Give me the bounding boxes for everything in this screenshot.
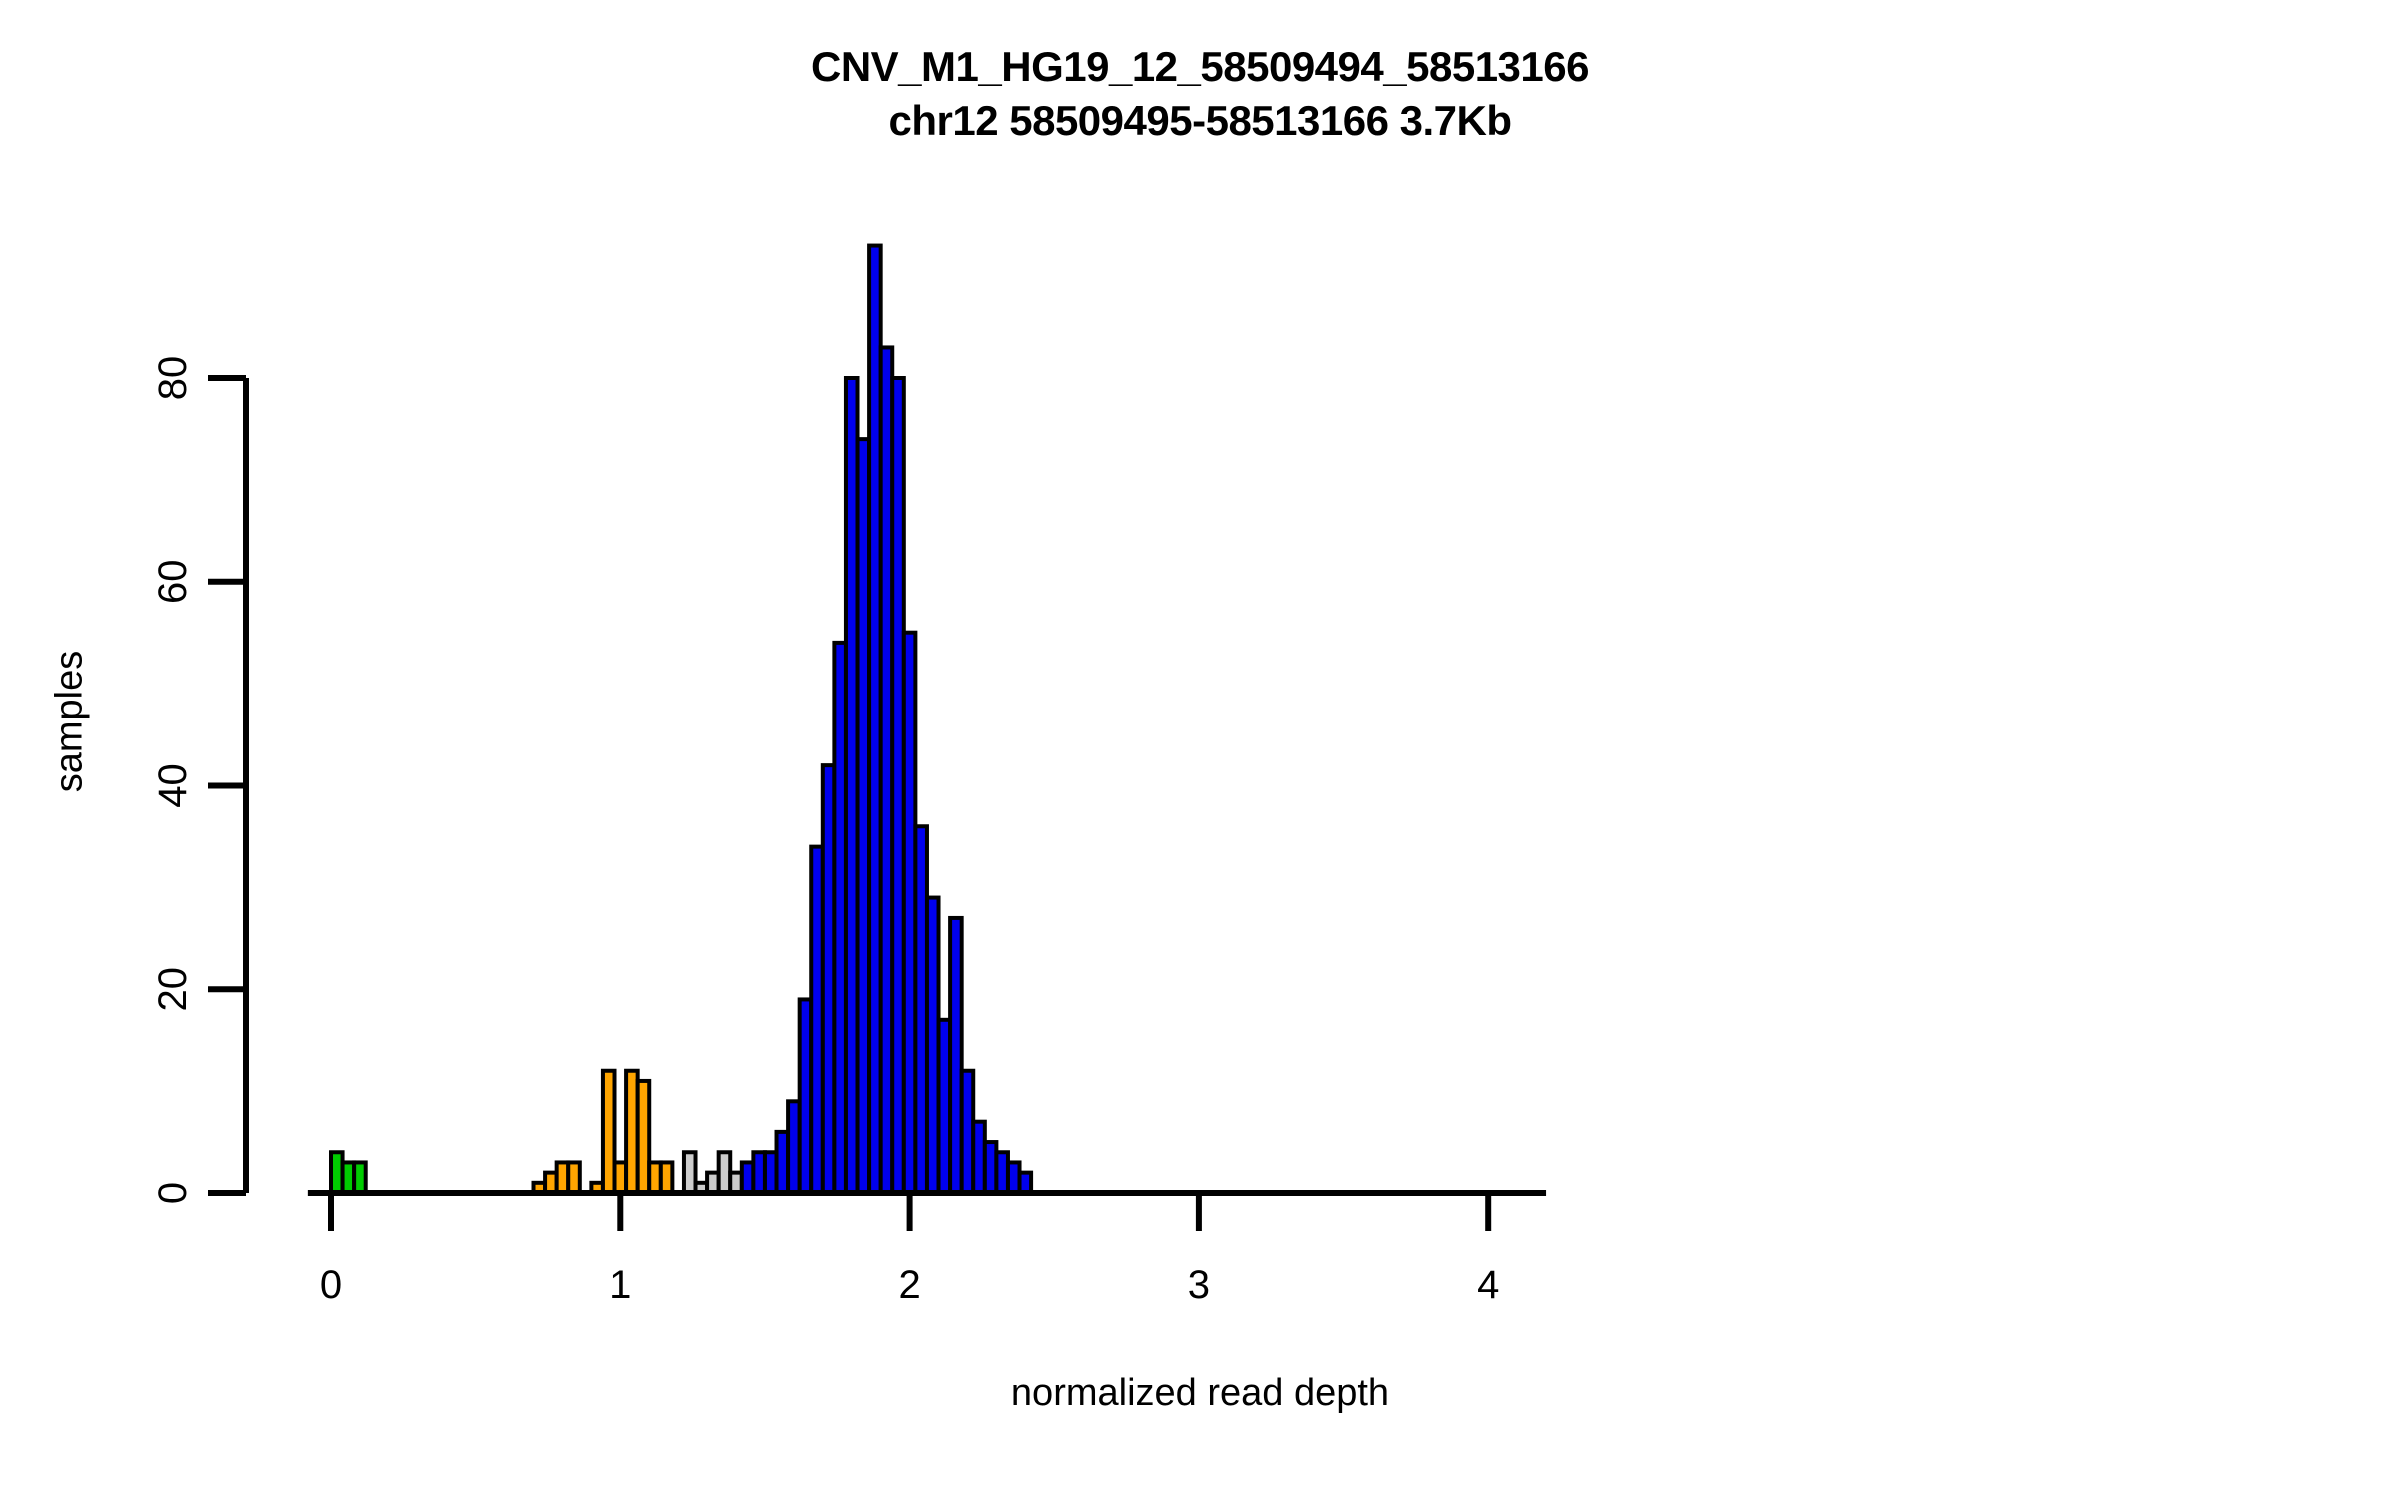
histogram-bar — [566, 1160, 582, 1195]
histogram-bar — [352, 1160, 368, 1195]
chart-title-line-2: chr12 58509495-58513166 3.7Kb — [888, 97, 1512, 144]
histogram-bars — [329, 243, 1034, 1196]
x-tick-label: 4 — [1477, 1263, 1499, 1307]
y-tick-label: 80 — [151, 356, 195, 401]
chart-title-line-1: CNV_M1_HG19_12_58509494_58513166 — [811, 43, 1589, 90]
histogram-bar — [658, 1160, 675, 1195]
y-tick-label: 60 — [151, 560, 195, 605]
x-tick-label: 1 — [609, 1263, 631, 1307]
histogram-bar — [1017, 1170, 1034, 1196]
x-tick-label: 3 — [1188, 1263, 1210, 1307]
y-tick-label: 0 — [151, 1182, 195, 1204]
x-axis-label: normalized read depth — [1010, 1372, 1390, 1414]
y-axis-label: samples — [48, 650, 91, 793]
y-tick-label: 20 — [151, 967, 195, 1012]
x-tick-label: 0 — [320, 1263, 342, 1307]
x-tick-label: 2 — [898, 1263, 920, 1307]
chart-title-block: CNV_M1_HG19_12_58509494_58513166 chr12 5… — [0, 40, 2400, 148]
y-tick-label: 40 — [151, 763, 195, 808]
